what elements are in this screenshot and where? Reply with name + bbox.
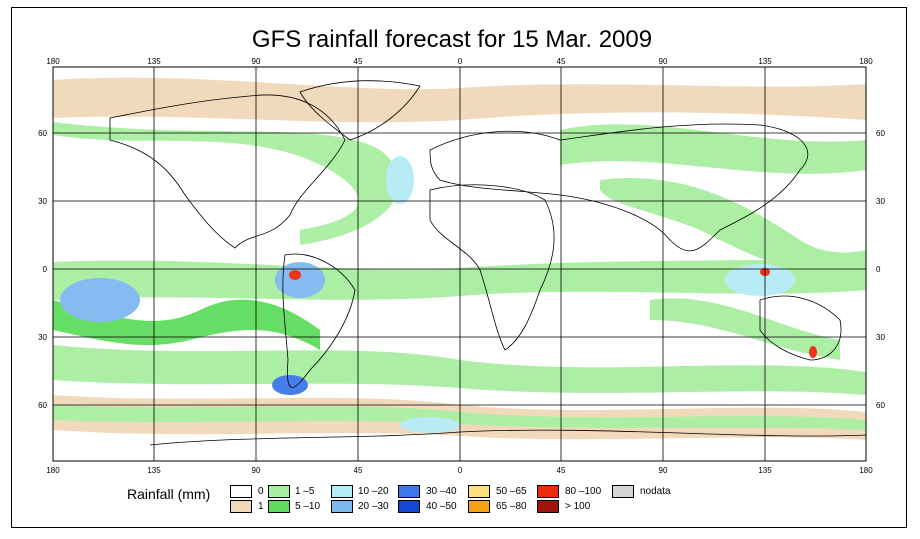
figure-frame	[11, 7, 907, 528]
lon-tick: 0	[458, 57, 463, 66]
legend-text: 0	[258, 486, 264, 497]
legend-swatch	[268, 485, 290, 498]
legend-swatch	[468, 485, 490, 498]
legend-swatch	[268, 500, 290, 513]
legend-text: nodata	[640, 486, 671, 497]
lon-tick: 180	[46, 57, 60, 66]
lon-tick: 135	[147, 57, 161, 66]
legend-text: 80 –100	[565, 486, 602, 497]
lon-tick: 180	[46, 466, 60, 475]
graticule	[53, 67, 866, 461]
lat-tick: 60	[876, 129, 885, 138]
legend-swatch	[468, 500, 490, 513]
lon-ticks-bottom: 180 135 90 45 0 45 90 135 180	[46, 466, 873, 475]
lat-tick: 30	[876, 333, 885, 342]
legend-text: 1 –5	[295, 486, 315, 497]
lat-tick: 0	[876, 265, 881, 274]
map-title: GFS rainfall forecast for 15 Mar. 2009	[251, 26, 653, 53]
map-border	[52, 66, 867, 462]
lon-tick: 135	[758, 57, 772, 66]
lon-tick: 135	[147, 466, 161, 475]
legend-text: 20 –30	[358, 501, 389, 512]
coastlines	[109, 80, 866, 446]
lon-tick: 0	[458, 466, 463, 475]
lat-tick: 60	[38, 129, 47, 138]
legend-swatch	[398, 500, 420, 513]
lon-tick: 45	[354, 57, 363, 66]
lat-tick: 60	[876, 401, 885, 410]
legend-swatch	[230, 485, 252, 498]
legend-text: 30 –40	[426, 486, 457, 497]
lon-tick: 90	[252, 57, 261, 66]
lon-tick: 90	[252, 466, 261, 475]
legend-text: 5 –10	[295, 501, 321, 512]
lon-tick: 90	[659, 466, 668, 475]
legend-swatch	[537, 485, 559, 498]
lon-tick: 90	[659, 57, 668, 66]
legend-text: > 100	[565, 501, 591, 512]
lon-tick: 45	[557, 466, 566, 475]
lon-tick: 180	[859, 466, 873, 475]
legend-text: 1	[258, 501, 264, 512]
legend-text: 10 –20	[358, 486, 389, 497]
legend-swatch	[612, 485, 634, 498]
legend-text: 50 –65	[496, 486, 527, 497]
legend-title: Rainfall (mm)	[127, 486, 211, 502]
lat-tick: 60	[38, 401, 47, 410]
lon-ticks-top: 180 135 90 45 0 45 90 135 180	[46, 57, 873, 66]
lat-tick: 30	[876, 197, 885, 206]
lat-ticks-right: 60 30 0 30 60	[876, 129, 885, 410]
legend-swatch	[537, 500, 559, 513]
lat-tick: 30	[38, 333, 47, 342]
legend-swatch	[398, 485, 420, 498]
legend-swatch	[331, 500, 353, 513]
lat-tick: 0	[43, 265, 48, 274]
lon-tick: 45	[354, 466, 363, 475]
legend-swatch	[230, 500, 252, 513]
legend-swatch	[331, 485, 353, 498]
lon-tick: 45	[557, 57, 566, 66]
legend-text: 65 –80	[496, 501, 527, 512]
lat-tick: 30	[38, 197, 47, 206]
lon-tick: 180	[859, 57, 873, 66]
lat-ticks-left: 60 30 0 30 60	[38, 129, 47, 410]
legend-text: 40 –50	[426, 501, 457, 512]
lon-tick: 135	[758, 466, 772, 475]
